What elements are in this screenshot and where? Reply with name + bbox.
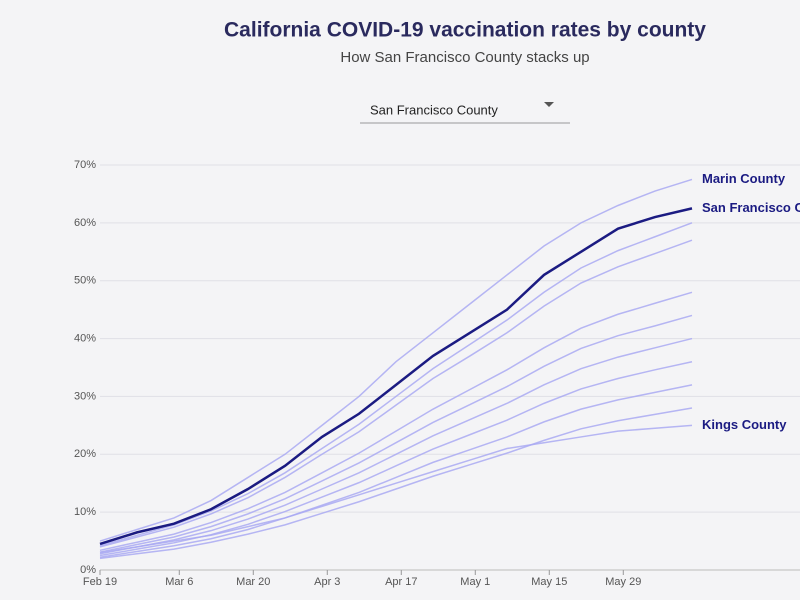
x-tick-label: Mar 6	[165, 576, 193, 588]
series-label: Kings County	[702, 417, 787, 432]
chart-title: California COVID-19 vaccination rates by…	[224, 19, 706, 42]
chart-subtitle: How San Francisco County stacks up	[340, 49, 589, 66]
dropdown-arrow[interactable]	[544, 102, 554, 107]
x-tick-label: May 1	[460, 576, 490, 588]
y-tick-label: 30%	[74, 390, 96, 402]
series-line	[99, 178, 693, 542]
y-tick-label: 40%	[74, 332, 96, 344]
series-label: San Francisco County	[702, 200, 800, 215]
y-tick-label: 10%	[74, 506, 96, 518]
x-tick-label: Apr 17	[385, 576, 417, 588]
series-line	[99, 207, 693, 546]
dropdown[interactable]: San Francisco County	[360, 102, 570, 124]
series-line	[99, 222, 693, 547]
series-line	[99, 407, 693, 560]
x-tick-label: Mar 20	[236, 576, 270, 588]
x-tick-label: May 15	[531, 576, 567, 588]
series-line	[99, 239, 693, 548]
x-tick-label: Apr 3	[314, 576, 340, 588]
series-line	[99, 337, 693, 555]
series-line	[99, 291, 693, 552]
x-tick-label: Feb 19	[83, 576, 117, 588]
y-tick-label: 70%	[74, 159, 96, 171]
y-tick-label: 0%	[80, 564, 96, 576]
series-label: Marin County	[702, 171, 786, 186]
x-tick-label: May 29	[605, 576, 641, 588]
y-tick-label: 20%	[74, 448, 96, 460]
y-tick-label: 60%	[74, 217, 96, 229]
y-tick-label: 50%	[74, 275, 96, 287]
dropdown-label[interactable]: San Francisco County	[370, 102, 498, 117]
series-line	[99, 360, 693, 557]
series-line	[99, 384, 693, 559]
series-line	[99, 424, 693, 554]
series-line	[99, 314, 693, 553]
